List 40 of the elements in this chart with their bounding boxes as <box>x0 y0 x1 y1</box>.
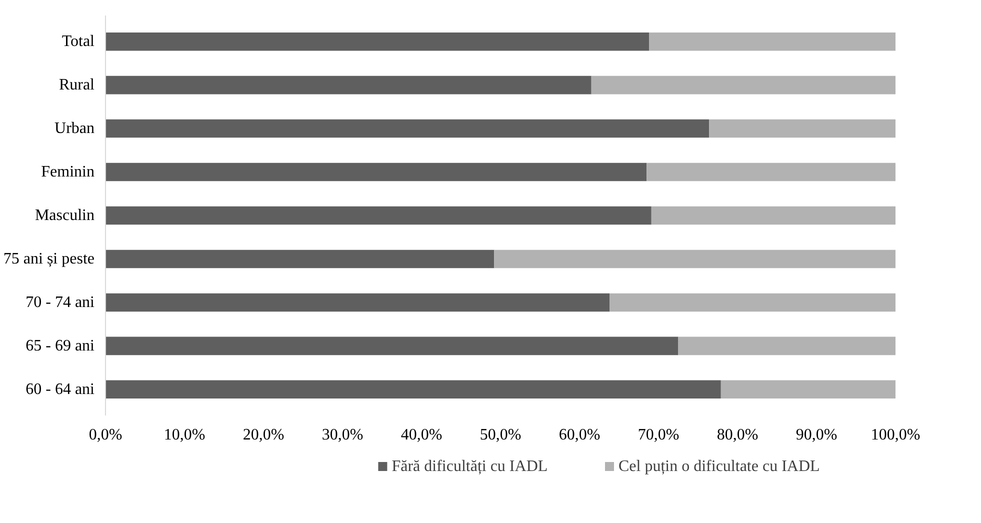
bar <box>610 293 896 312</box>
y-tick-label: Urban <box>54 120 94 138</box>
x-tick-label: 10,0% <box>164 426 206 444</box>
x-tick-label: 60,0% <box>558 426 600 444</box>
bar <box>494 250 896 268</box>
x-tick-label: 90,0% <box>796 426 838 444</box>
x-tick-label: 70,0% <box>638 426 680 444</box>
bar <box>106 32 650 51</box>
x-tick-label: 50,0% <box>480 426 522 444</box>
y-tick-label: 75 ani și peste <box>3 250 94 268</box>
bar <box>720 380 896 399</box>
y-tick-label: 60 - 64 ani <box>26 380 96 398</box>
x-tick-label: 20,0% <box>242 426 284 444</box>
bar <box>106 336 678 356</box>
y-tick-label: Masculin <box>34 207 94 224</box>
bar <box>106 119 710 138</box>
bar <box>646 162 896 182</box>
bar <box>106 206 652 225</box>
x-tick-label: 0,0% <box>88 426 122 444</box>
y-tick-label: Rural <box>58 76 96 94</box>
y-tick-label: Feminin <box>41 164 95 181</box>
y-tick-label: 70 - 74 ani <box>26 294 96 311</box>
legend-label: Cel puțin o dificultate cu IADL <box>618 458 820 475</box>
y-tick-label: Total <box>62 33 96 50</box>
bar <box>106 250 494 268</box>
bar <box>591 76 896 94</box>
bar <box>678 336 896 356</box>
x-tick-label: 80,0% <box>716 426 758 444</box>
bar <box>106 76 592 94</box>
x-tick-label: 100,0% <box>870 426 920 444</box>
x-tick-label: 30,0% <box>322 426 364 444</box>
legend-label: Fără dificultăți cu IADL <box>392 458 548 475</box>
bar <box>106 380 721 399</box>
y-tick-label: 65 - 69 ani <box>26 337 96 354</box>
bar <box>106 162 647 182</box>
x-tick-label: 40,0% <box>400 426 442 444</box>
bar <box>709 119 896 138</box>
bar <box>651 206 896 225</box>
bar <box>649 32 896 51</box>
bar <box>106 293 610 312</box>
